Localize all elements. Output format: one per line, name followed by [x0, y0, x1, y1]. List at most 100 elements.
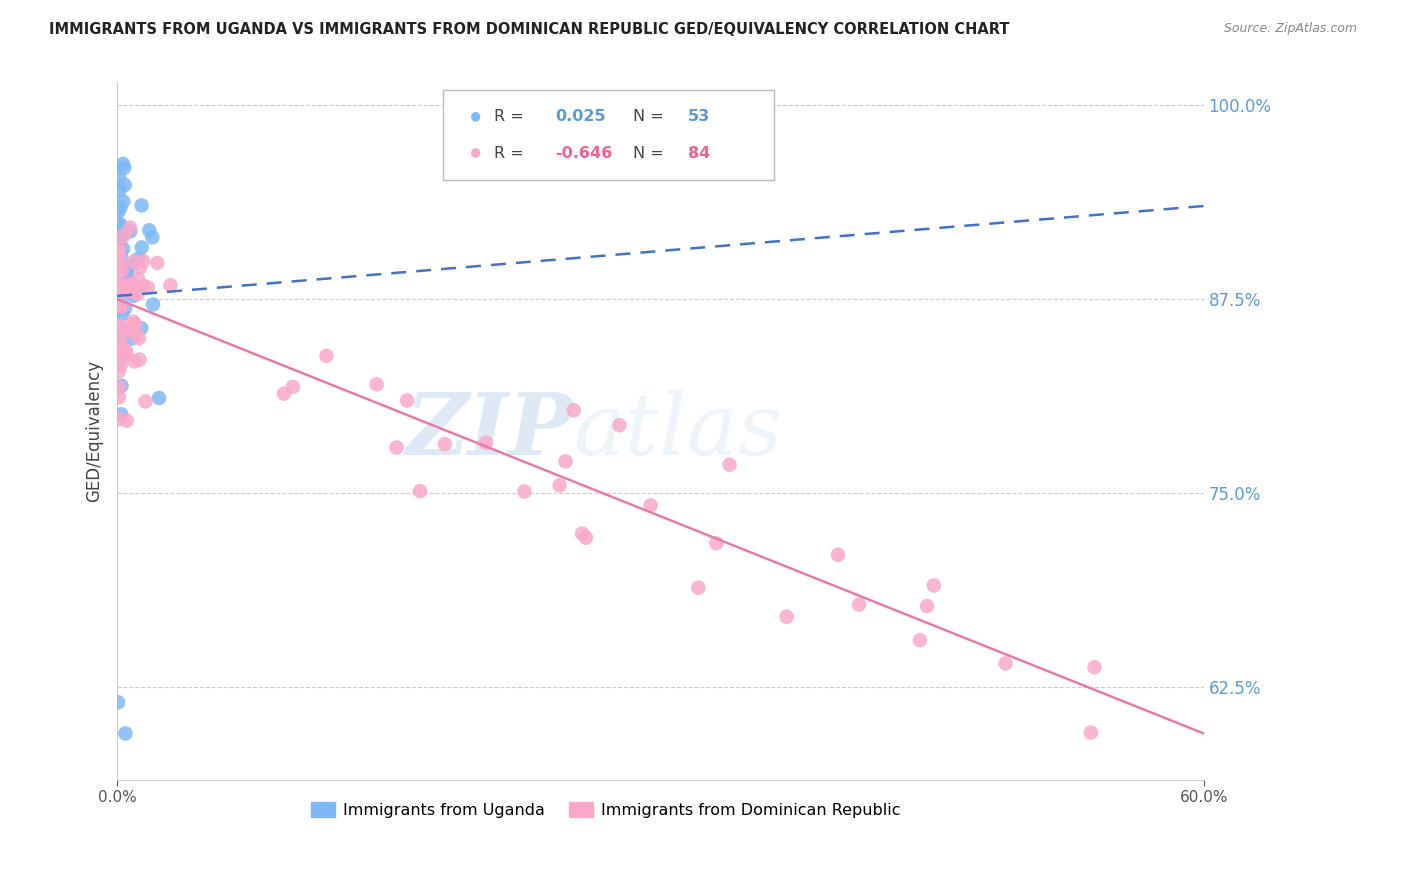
Point — [112, 161, 135, 175]
Point — [994, 657, 1017, 671]
Point — [127, 252, 149, 266]
Point — [114, 726, 136, 740]
Point — [108, 170, 131, 185]
Point — [108, 250, 131, 264]
Point — [115, 267, 138, 281]
Point — [110, 263, 132, 277]
Point — [112, 342, 135, 356]
Point — [128, 352, 150, 367]
Point — [111, 308, 134, 322]
Text: 0.025: 0.025 — [555, 110, 606, 124]
Point — [827, 548, 849, 562]
Point — [108, 335, 131, 350]
Point — [396, 393, 419, 408]
Point — [409, 484, 432, 499]
Point — [110, 280, 132, 294]
Point — [141, 230, 163, 244]
Point — [718, 458, 741, 472]
Point — [110, 258, 132, 272]
Point — [138, 223, 160, 237]
Point — [548, 478, 571, 492]
Point — [118, 281, 141, 295]
Point — [135, 394, 157, 409]
Point — [110, 228, 132, 243]
Point — [108, 299, 131, 313]
Point — [848, 598, 870, 612]
Point — [142, 297, 165, 311]
Point — [475, 435, 498, 450]
Point — [433, 437, 456, 451]
Point — [112, 279, 135, 293]
Point — [114, 178, 136, 192]
Point — [127, 287, 149, 301]
Point — [159, 278, 181, 293]
Point — [575, 531, 598, 545]
Point — [107, 302, 129, 317]
Point — [108, 390, 131, 404]
Point — [121, 258, 143, 272]
Point — [120, 275, 142, 289]
Point — [128, 331, 150, 345]
Point — [136, 280, 159, 294]
Point — [110, 227, 132, 241]
Point — [107, 253, 129, 268]
Point — [129, 260, 152, 275]
Point — [127, 272, 149, 286]
Point — [108, 281, 131, 295]
Point — [776, 609, 799, 624]
Point — [108, 321, 131, 335]
Text: atlas: atlas — [574, 390, 783, 472]
Legend: Immigrants from Uganda, Immigrants from Dominican Republic: Immigrants from Uganda, Immigrants from … — [305, 796, 907, 824]
Point — [108, 380, 131, 394]
Ellipse shape — [472, 149, 479, 157]
Text: -0.646: -0.646 — [555, 145, 612, 161]
Point — [110, 257, 132, 271]
Point — [121, 331, 143, 345]
Point — [112, 228, 135, 243]
Point — [120, 220, 142, 235]
Point — [922, 578, 945, 592]
Text: Source: ZipAtlas.com: Source: ZipAtlas.com — [1223, 22, 1357, 36]
Point — [112, 194, 135, 209]
Point — [110, 379, 132, 393]
Point — [915, 599, 938, 613]
Point — [315, 349, 337, 363]
Point — [108, 343, 131, 358]
Point — [117, 323, 139, 337]
Point — [114, 301, 136, 315]
Point — [108, 299, 131, 313]
Point — [110, 249, 132, 263]
Point — [107, 333, 129, 347]
Point — [108, 257, 131, 271]
Point — [114, 285, 136, 300]
Point — [108, 278, 131, 293]
Point — [571, 526, 593, 541]
Point — [281, 380, 304, 394]
Point — [108, 241, 131, 255]
Point — [115, 414, 138, 428]
Point — [108, 334, 131, 349]
Point — [129, 321, 152, 335]
Point — [366, 377, 388, 392]
Point — [115, 343, 138, 358]
Point — [110, 351, 132, 366]
Point — [108, 245, 131, 260]
Point — [110, 247, 132, 261]
Point — [609, 418, 631, 433]
FancyBboxPatch shape — [443, 90, 775, 179]
Point — [115, 348, 138, 362]
Point — [110, 359, 132, 373]
Point — [131, 240, 153, 254]
Point — [108, 283, 131, 297]
Point — [108, 285, 131, 299]
Point — [124, 354, 146, 368]
Point — [125, 327, 148, 342]
Text: IMMIGRANTS FROM UGANDA VS IMMIGRANTS FROM DOMINICAN REPUBLIC GED/EQUIVALENCY COR: IMMIGRANTS FROM UGANDA VS IMMIGRANTS FRO… — [49, 22, 1010, 37]
Text: 84: 84 — [688, 145, 710, 161]
Point — [110, 259, 132, 273]
Point — [110, 407, 132, 421]
Point — [108, 345, 131, 359]
Point — [124, 318, 146, 332]
Point — [108, 236, 131, 251]
Point — [108, 288, 131, 302]
